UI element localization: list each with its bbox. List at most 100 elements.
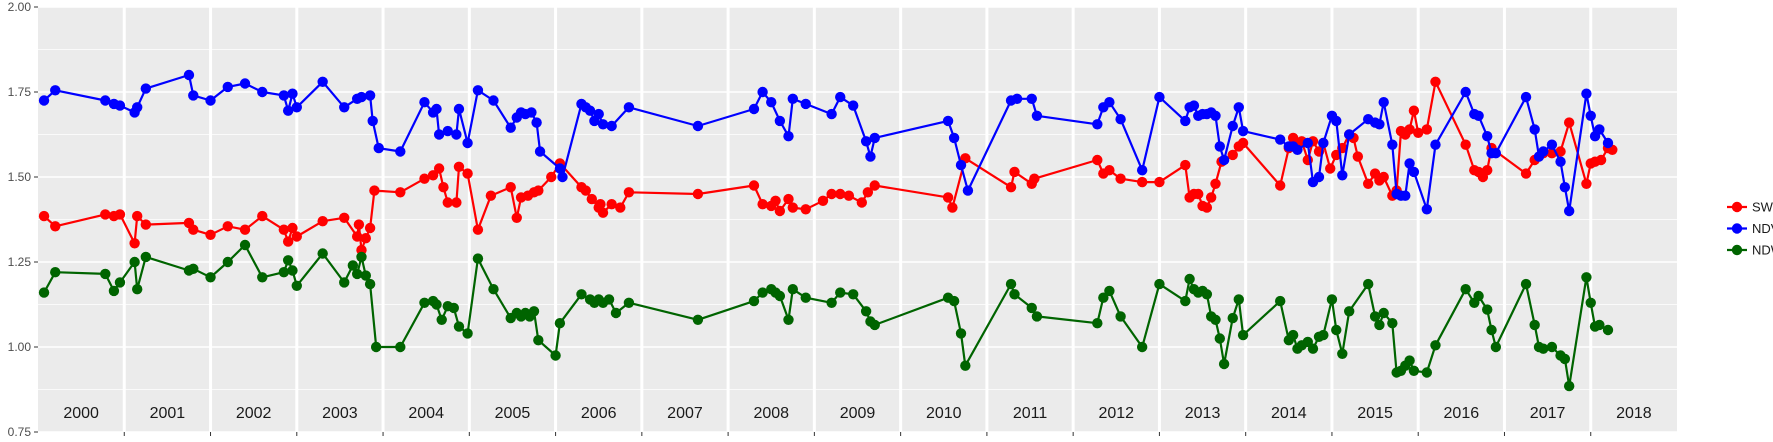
data-point-ndvi xyxy=(1563,205,1575,217)
data-point-swir xyxy=(1227,149,1238,161)
data-point-ndvi xyxy=(1408,166,1420,178)
data-point-swir xyxy=(1104,165,1115,176)
data-point-ndvi xyxy=(38,95,50,106)
data-point-ndvi xyxy=(140,83,152,94)
data-point-ndvi xyxy=(865,151,876,162)
data-point-ndvi xyxy=(1188,100,1200,111)
data-point-swir xyxy=(1430,76,1441,88)
data-point-ndwi xyxy=(1362,278,1374,290)
data-point-swir xyxy=(114,209,126,220)
data-point-ndwi xyxy=(257,272,268,283)
data-point-swir xyxy=(1460,139,1471,150)
data-point-swir xyxy=(364,222,376,234)
data-point-ndwi xyxy=(108,285,120,297)
data-point-ndwi xyxy=(860,306,872,317)
data-point-ndvi xyxy=(692,120,704,132)
data-point-ndvi xyxy=(1115,114,1126,125)
data-point-swir xyxy=(1378,171,1389,183)
legend: SWIR NDVI NDWI xyxy=(1727,200,1773,258)
data-point-ndwi xyxy=(1098,292,1109,303)
legend-key-swir xyxy=(1731,201,1743,213)
data-point-ndvi xyxy=(1538,146,1549,157)
data-point-swir xyxy=(395,187,406,198)
data-point-ndwi xyxy=(955,328,967,339)
data-point-ndwi xyxy=(462,328,473,339)
data-point-swir xyxy=(586,193,598,205)
data-point-ndwi xyxy=(1460,284,1471,295)
data-point-ndwi xyxy=(554,318,566,329)
data-point-swir xyxy=(1115,173,1126,184)
data-point-swir xyxy=(1201,202,1213,213)
data-point-swir xyxy=(351,231,363,242)
data-point-ndwi xyxy=(1233,294,1244,305)
data-point-ndwi xyxy=(948,295,960,307)
data-point-ndwi xyxy=(360,270,371,281)
data-point-swir xyxy=(278,224,290,235)
data-point-swir xyxy=(140,219,152,230)
data-point-ndvi xyxy=(100,95,111,106)
data-point-swir xyxy=(222,221,233,232)
data-point-ndwi xyxy=(453,321,465,332)
data-point-swir xyxy=(1563,117,1575,128)
data-point-ndvi xyxy=(597,119,609,130)
data-point-ndvi xyxy=(955,159,967,171)
data-point-swir xyxy=(1404,124,1415,135)
data-point-ndvi xyxy=(50,85,61,96)
data-point-ndwi xyxy=(960,360,971,371)
y-axis: 0.75 1.00 1.25 1.50 1.75 2.00 xyxy=(8,0,1592,439)
year-label: 2010 xyxy=(926,405,962,422)
data-point-ndvi xyxy=(835,91,846,103)
data-point-ndvi xyxy=(1546,139,1558,150)
data-point-ndvi xyxy=(462,137,473,149)
data-point-ndwi xyxy=(291,280,302,291)
legend-label-swir: SWIR xyxy=(1752,200,1773,215)
legend-key-ndvi xyxy=(1731,223,1743,234)
data-point-ndwi xyxy=(239,239,251,251)
data-point-ndvi xyxy=(1430,139,1441,150)
data-point-swir xyxy=(1154,176,1165,188)
data-point-swir xyxy=(1180,159,1191,171)
data-point-swir xyxy=(1205,192,1217,203)
data-point-ndvi xyxy=(593,108,604,120)
data-point-ndvi xyxy=(239,78,251,89)
data-point-ndvi xyxy=(1581,88,1592,99)
data-point-ndvi xyxy=(453,103,465,115)
data-point-ndwi xyxy=(603,294,615,305)
data-point-ndvi xyxy=(419,97,430,108)
data-point-swir xyxy=(353,219,365,230)
data-point-ndvi xyxy=(584,105,596,116)
data-point-ndwi xyxy=(339,277,350,288)
data-point-ndvi xyxy=(183,69,195,81)
data-point-ndvi xyxy=(783,131,794,142)
year-label: 2000 xyxy=(63,405,99,422)
data-point-ndvi xyxy=(860,136,872,147)
year-label: 2003 xyxy=(322,405,358,422)
data-point-ndwi xyxy=(431,299,442,310)
data-point-ndwi xyxy=(1585,297,1596,308)
data-point-ndwi xyxy=(826,297,837,308)
data-point-ndvi xyxy=(1011,93,1023,105)
year-label: 2002 xyxy=(236,405,272,422)
year-label: 2005 xyxy=(495,405,531,422)
data-point-swir xyxy=(787,202,799,213)
data-point-ndvi xyxy=(291,102,302,113)
data-point-swir xyxy=(606,199,617,210)
data-point-ndvi xyxy=(1237,125,1249,137)
data-point-swir xyxy=(257,210,268,222)
data-point-ndwi xyxy=(1563,380,1575,392)
data-point-swir xyxy=(1005,182,1017,193)
data-point-ndvi xyxy=(442,125,453,137)
legend-key-ndwi xyxy=(1731,244,1743,256)
data-point-swir xyxy=(50,221,61,232)
data-point-ndvi xyxy=(1602,137,1614,149)
data-point-ndwi xyxy=(1009,289,1020,300)
data-point-ndvi xyxy=(1387,139,1398,150)
data-point-swir xyxy=(1421,124,1433,135)
data-point-ndvi xyxy=(1473,110,1484,122)
data-point-ndwi xyxy=(869,319,880,331)
data-point-ndvi xyxy=(826,108,837,120)
data-point-ndvi xyxy=(534,146,546,157)
data-point-ndwi xyxy=(436,314,447,325)
data-point-ndvi xyxy=(531,117,542,128)
data-point-ndvi xyxy=(488,95,499,106)
